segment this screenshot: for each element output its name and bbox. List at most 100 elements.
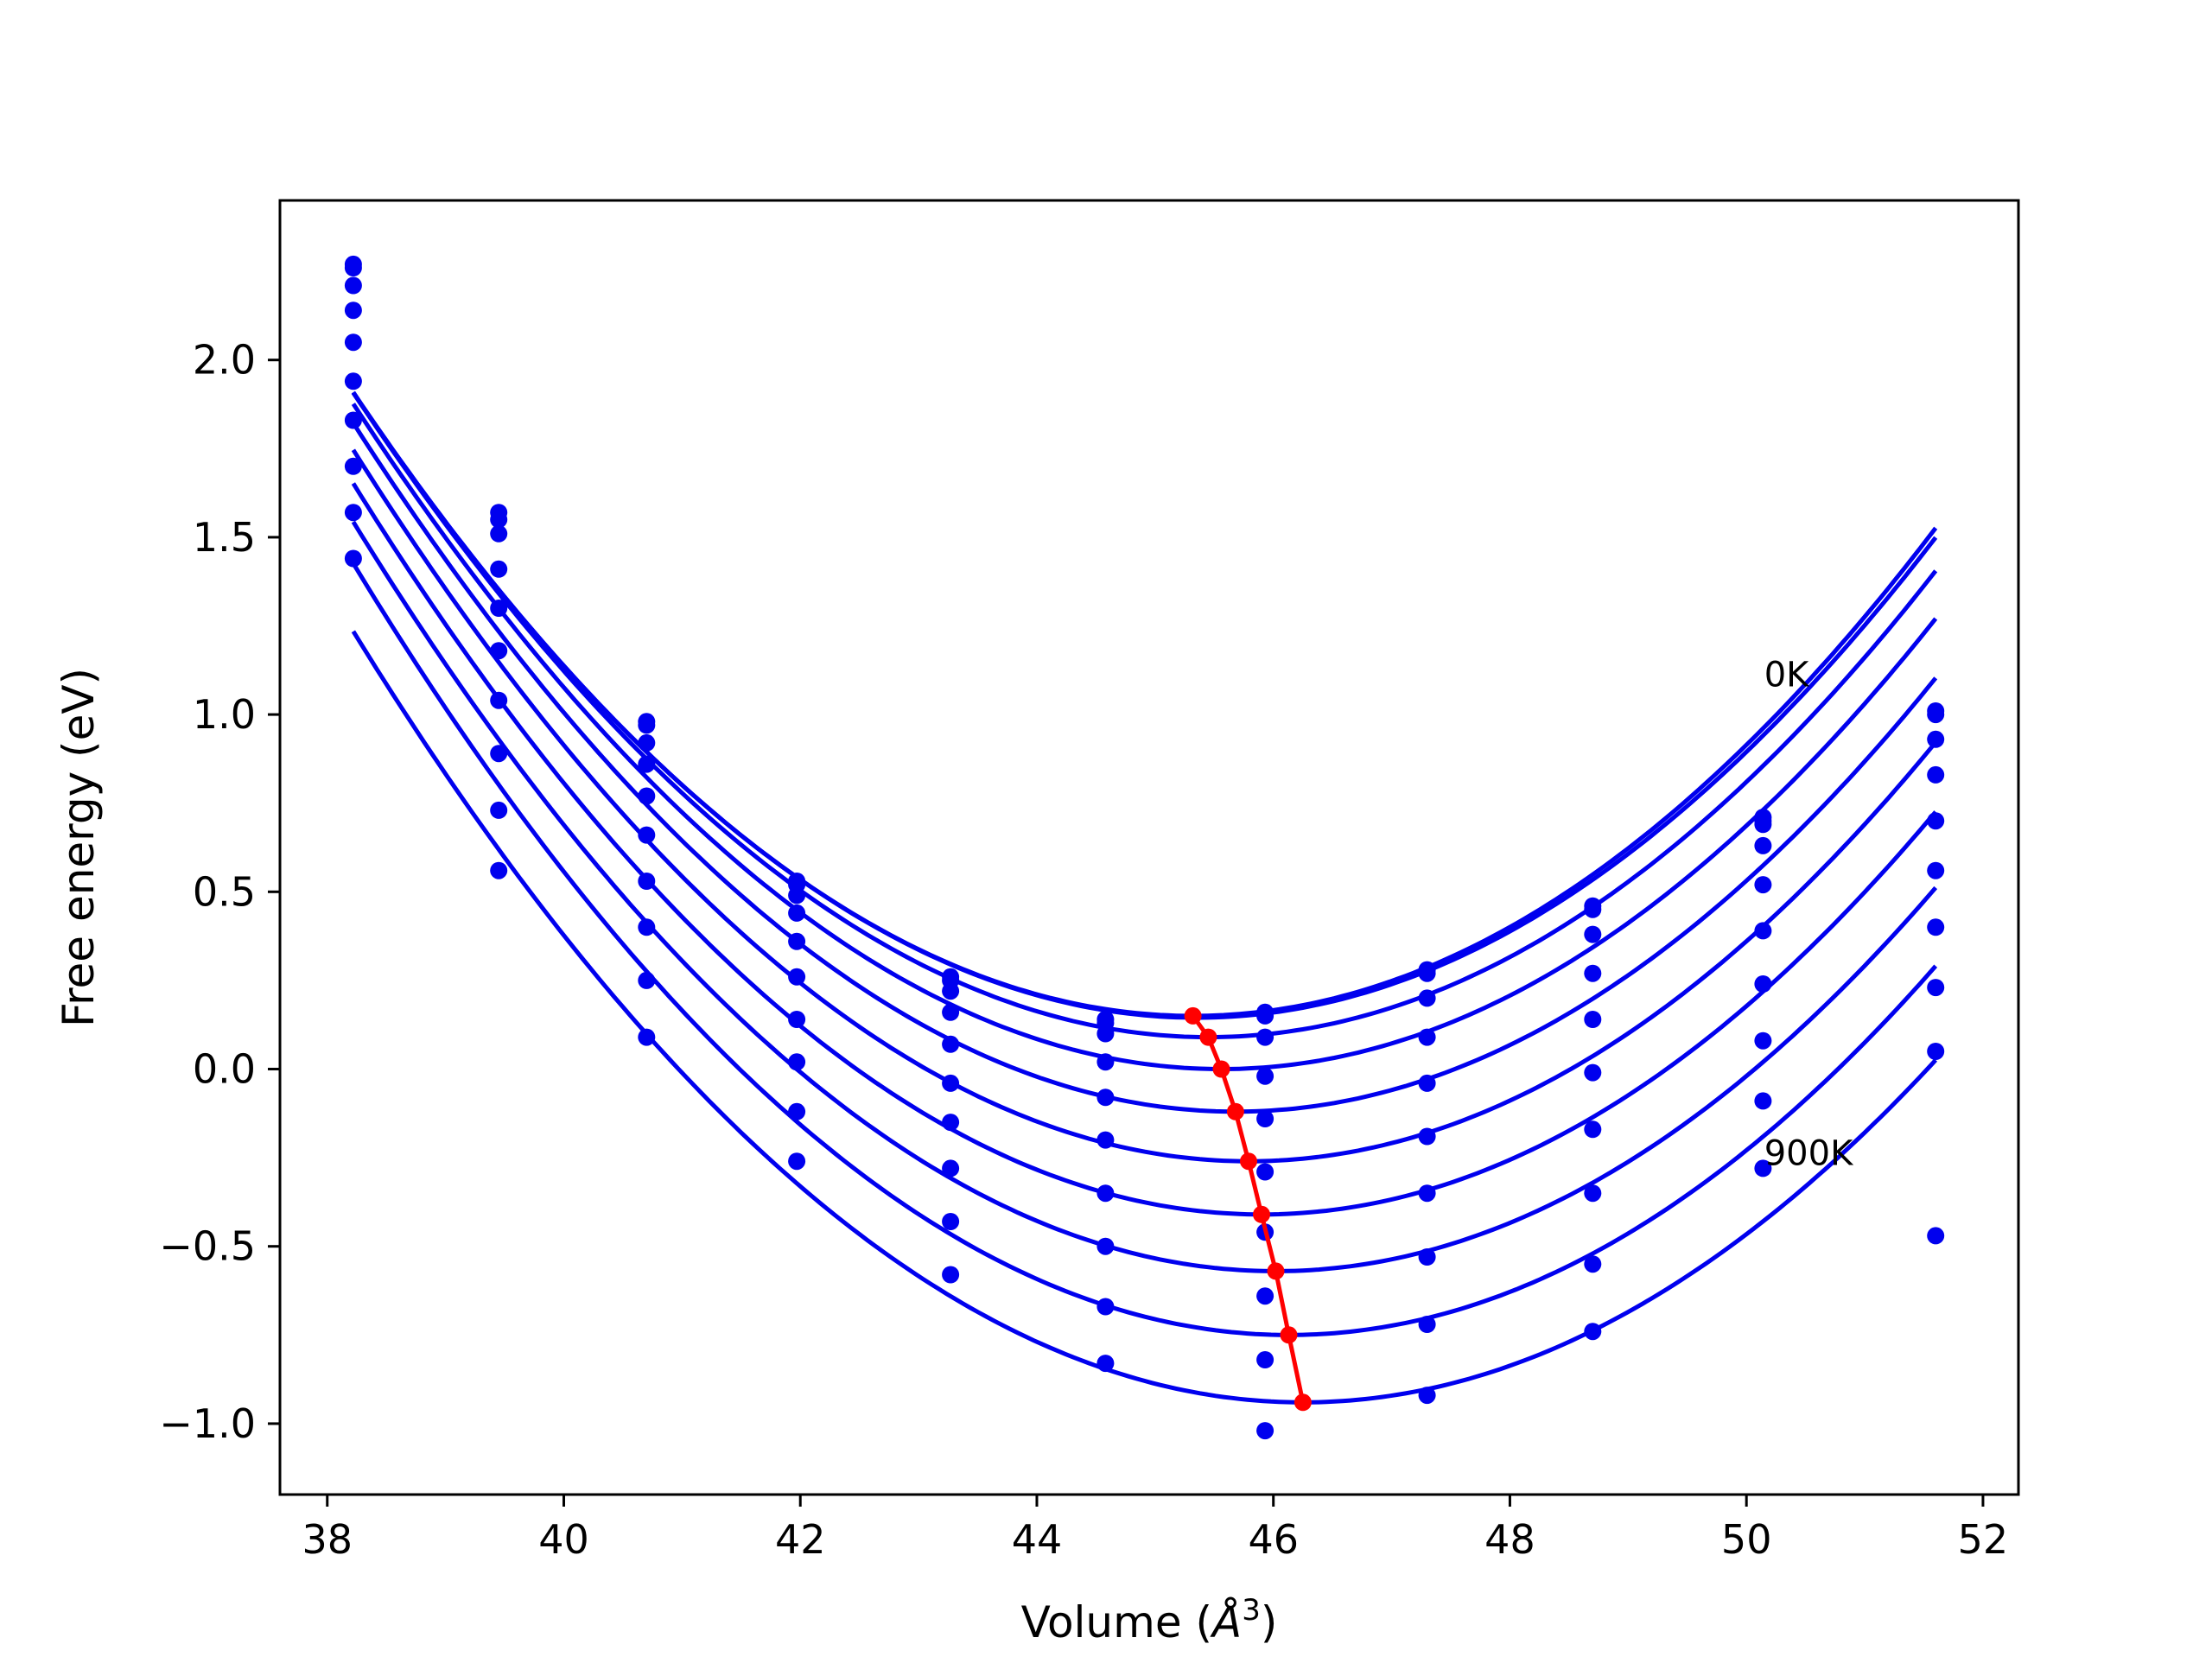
data-point <box>638 971 656 989</box>
y-tick-label: 0.5 <box>193 868 256 915</box>
minimum-point <box>1226 1102 1244 1120</box>
data-point <box>638 733 656 752</box>
data-point <box>1418 989 1436 1007</box>
fit-curve-1 <box>351 391 1938 1020</box>
y-tick-label: 2.0 <box>193 337 256 384</box>
data-point <box>1096 1355 1115 1373</box>
minimum-point <box>1199 1028 1217 1046</box>
data-point <box>344 457 362 475</box>
minimum-point <box>1294 1393 1312 1412</box>
data-point <box>1584 1323 1602 1341</box>
data-point <box>1584 1255 1602 1273</box>
data-point <box>344 301 362 320</box>
data-point <box>1927 765 1945 784</box>
data-point <box>638 787 656 805</box>
data-point <box>788 968 806 986</box>
data-point <box>1418 1184 1436 1203</box>
data-point <box>1584 1120 1602 1139</box>
y-tick-label: −1.0 <box>159 1400 256 1447</box>
data-point <box>1584 900 1602 918</box>
x-tick-label: 42 <box>775 1516 826 1563</box>
data-point <box>1256 1006 1274 1025</box>
x-tick-label: 50 <box>1721 1516 1772 1563</box>
fit-curve-8 <box>351 562 1938 1337</box>
plot-frame <box>278 199 2020 1496</box>
data-point <box>1096 1184 1115 1203</box>
data-point <box>344 333 362 352</box>
x-tick-label: 40 <box>538 1516 589 1563</box>
fit-curve-2 <box>351 391 1938 1040</box>
fit-curve-7 <box>351 520 1938 1273</box>
data-point <box>1584 964 1602 982</box>
data-point <box>1256 1110 1274 1127</box>
data-point <box>490 861 508 879</box>
fit-curve-4 <box>351 422 1938 1114</box>
x-tick-label: 38 <box>302 1516 353 1563</box>
data-point <box>1927 979 1945 997</box>
data-point <box>1096 1131 1115 1149</box>
data-point <box>344 504 362 522</box>
data-point <box>788 904 806 922</box>
x-tick-label: 44 <box>1012 1516 1063 1563</box>
data-point <box>1927 1043 1945 1060</box>
data-point <box>344 549 362 568</box>
data-point <box>1584 1011 1602 1028</box>
data-point <box>1256 1028 1274 1046</box>
data-point <box>1256 1067 1274 1085</box>
data-point <box>788 932 806 950</box>
data-point <box>1256 1163 1274 1181</box>
data-point <box>638 918 656 936</box>
data-point <box>1754 975 1772 993</box>
curves-layer <box>351 390 1938 1405</box>
data-point <box>638 1028 656 1046</box>
data-point <box>1754 1031 1772 1050</box>
data-point <box>1584 925 1602 943</box>
data-point <box>788 1102 806 1120</box>
data-point <box>1256 1422 1274 1440</box>
data-point <box>490 524 508 543</box>
minimum-point <box>1240 1152 1257 1171</box>
data-point <box>1418 1316 1436 1333</box>
data-point <box>490 745 508 763</box>
data-point <box>942 982 960 1000</box>
data-point <box>942 1074 960 1092</box>
data-point <box>1418 1074 1436 1092</box>
data-point <box>1754 876 1772 894</box>
data-point <box>788 1152 806 1171</box>
minimum-point <box>1212 1060 1230 1078</box>
minimum-point <box>1267 1262 1285 1280</box>
data-point <box>1096 1025 1115 1043</box>
fit-curve-6 <box>351 482 1938 1217</box>
y-axis-label: Free energy (eV) <box>54 668 104 1027</box>
data-point <box>942 1159 960 1177</box>
data-point <box>1927 730 1945 748</box>
data-point <box>1256 1287 1274 1305</box>
data-point <box>638 716 656 734</box>
data-point <box>1256 1351 1274 1368</box>
fit-curve-3 <box>351 403 1938 1071</box>
minimum-point <box>1253 1205 1270 1223</box>
temperature-annotation: 900K <box>1764 1133 1854 1173</box>
data-point <box>942 1035 960 1053</box>
y-tick-label: −0.5 <box>159 1223 256 1270</box>
data-point <box>1584 1184 1602 1203</box>
data-point <box>1927 812 1945 830</box>
data-point <box>638 826 656 844</box>
data-point <box>1418 1387 1436 1405</box>
x-tick-label: 52 <box>1958 1516 2009 1563</box>
x-tick-label: 46 <box>1248 1516 1299 1563</box>
data-point <box>1096 1298 1115 1316</box>
data-point <box>942 1213 960 1230</box>
y-tick-label: 1.0 <box>193 691 256 738</box>
minimum-point <box>1184 1006 1202 1025</box>
x-axis-label: Volume (Å3) <box>1021 1593 1278 1647</box>
data-point <box>1418 964 1436 982</box>
x-tick-label: 48 <box>1484 1516 1535 1563</box>
y-tick-label: 0.0 <box>193 1046 256 1093</box>
data-point <box>490 511 508 529</box>
fit-curve-5 <box>351 448 1938 1164</box>
data-point <box>1754 816 1772 834</box>
y-tick-label: 1.5 <box>193 514 256 561</box>
data-point <box>1418 1028 1436 1046</box>
